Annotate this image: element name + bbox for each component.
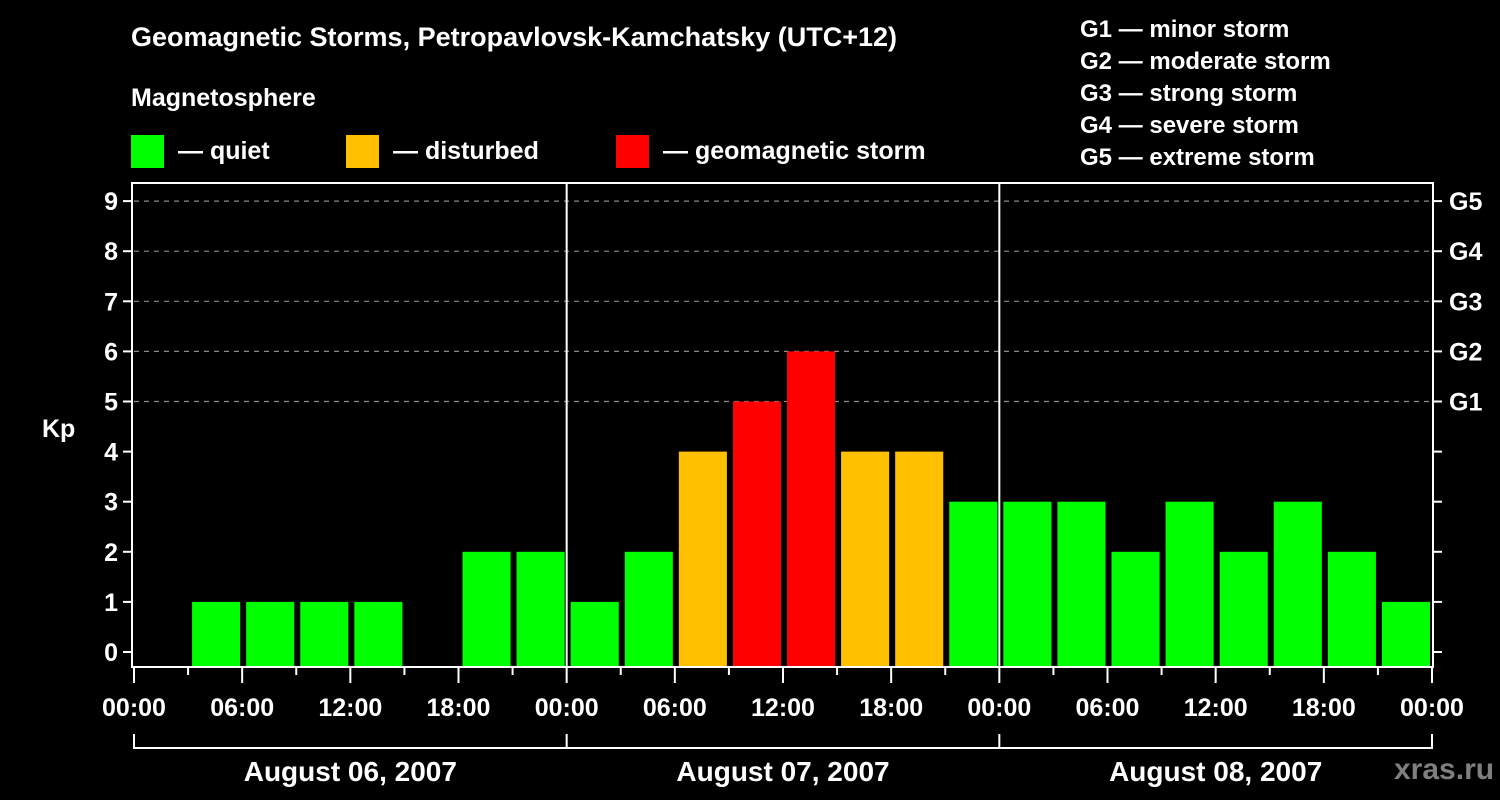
x-tick-label: 00:00 — [1400, 694, 1464, 722]
g-level-label: G3 — [1449, 288, 1482, 316]
kp-bar — [787, 351, 836, 667]
y-axis-label: Kp — [42, 415, 75, 443]
kp-bar — [895, 451, 944, 667]
kp-bar — [1057, 501, 1106, 667]
legend-item-storm: — geomagnetic storm — [616, 134, 926, 168]
x-tick-label: 12:00 — [751, 694, 815, 722]
x-tick-label: 18:00 — [859, 694, 923, 722]
g2-description: G2 — moderate storm — [1080, 48, 1331, 75]
x-tick-label: 00:00 — [102, 694, 166, 722]
kp-bar — [570, 601, 619, 667]
g4-description: G4 — severe storm — [1080, 112, 1299, 139]
kp-bar — [678, 451, 727, 667]
kp-bar — [732, 401, 781, 667]
kp-bar — [246, 601, 295, 667]
g-level-label: G2 — [1449, 338, 1482, 366]
legend-label: — disturbed — [393, 136, 539, 165]
g-scale-legend: G1 — minor storm G2 — moderate storm G3 … — [1080, 14, 1331, 174]
x-tick-label: 18:00 — [427, 694, 491, 722]
g-level-label: G4 — [1449, 238, 1482, 266]
watermark: xras.ru — [1394, 753, 1495, 786]
kp-bar — [354, 601, 403, 667]
g-level-label: G1 — [1449, 389, 1482, 417]
kp-bar — [1219, 551, 1268, 667]
x-tick-label: 12:00 — [318, 694, 382, 722]
kp-bar — [1327, 551, 1376, 667]
legend-item-quiet: — quiet — [131, 134, 270, 168]
y-tick-label: 4 — [104, 439, 118, 467]
quiet-swatch — [131, 134, 164, 168]
kp-bar — [1165, 501, 1214, 667]
g1-description: G1 — minor storm — [1080, 16, 1290, 43]
disturbed-swatch — [346, 134, 379, 168]
x-tick-label: 06:00 — [210, 694, 274, 722]
legend-item-disturbed: — disturbed — [346, 134, 539, 168]
x-tick-label: 12:00 — [1184, 694, 1248, 722]
storm-swatch — [616, 134, 649, 168]
g5-description: G5 — extreme storm — [1080, 144, 1315, 171]
x-tick-label: 18:00 — [1292, 694, 1356, 722]
g3-description: G3 — strong storm — [1080, 80, 1298, 107]
kp-bar — [516, 551, 565, 667]
chart-title: Geomagnetic Storms, Petropavlovsk-Kamcha… — [131, 22, 898, 52]
kp-bar — [949, 501, 998, 667]
legend-heading: Magnetosphere — [131, 84, 316, 112]
day-bracket — [133, 734, 1433, 749]
day-label: August 07, 2007 — [676, 756, 889, 787]
y-tick-label: 8 — [104, 238, 118, 266]
y-tick-label: 2 — [104, 539, 118, 567]
kp-bar — [624, 551, 673, 667]
kp-bar — [1273, 501, 1322, 667]
day-label: August 08, 2007 — [1109, 756, 1322, 787]
kp-bar — [841, 451, 890, 667]
kp-bar — [192, 601, 241, 667]
y-tick-label: 9 — [104, 188, 118, 216]
x-tick-label: 00:00 — [967, 694, 1031, 722]
kp-bar — [1381, 601, 1430, 667]
legend-label: — geomagnetic storm — [663, 136, 926, 165]
kp-bar — [1003, 501, 1052, 667]
y-tick-label: 1 — [104, 589, 118, 617]
kp-bar — [300, 601, 349, 667]
day-label: August 06, 2007 — [244, 756, 457, 787]
y-tick-label: 3 — [104, 489, 118, 517]
g-level-label: G5 — [1449, 188, 1482, 216]
kp-bar — [462, 551, 511, 667]
kp-bar — [1111, 551, 1160, 667]
x-tick-label: 00:00 — [535, 694, 599, 722]
x-tick-label: 06:00 — [643, 694, 707, 722]
y-tick-label: 0 — [104, 639, 118, 667]
x-tick-label: 06:00 — [1076, 694, 1140, 722]
legend-label: — quiet — [178, 136, 270, 165]
y-tick-label: 6 — [104, 338, 118, 366]
y-tick-label: 5 — [104, 389, 118, 417]
y-tick-label: 7 — [104, 288, 118, 316]
